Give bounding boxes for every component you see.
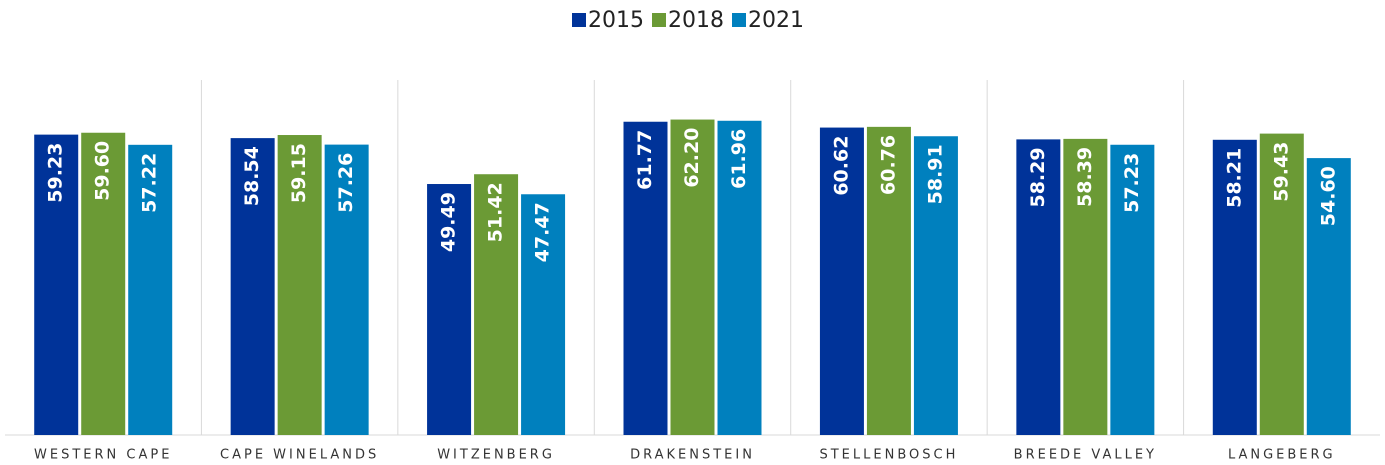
bar bbox=[474, 174, 519, 435]
value-label: 57.23 bbox=[1121, 153, 1143, 213]
value-label: 60.62 bbox=[830, 136, 852, 196]
bar bbox=[277, 135, 322, 435]
bar bbox=[819, 127, 864, 435]
legend-swatch bbox=[652, 13, 666, 27]
bar bbox=[128, 144, 173, 435]
bar bbox=[1212, 139, 1257, 435]
legend-swatch bbox=[572, 13, 586, 27]
value-label: 59.60 bbox=[92, 141, 114, 201]
value-label: 62.20 bbox=[681, 128, 703, 188]
value-label: 60.76 bbox=[877, 135, 899, 195]
value-label: 61.77 bbox=[634, 130, 656, 190]
legend-label: 2015 bbox=[588, 8, 644, 33]
bar bbox=[1016, 139, 1061, 436]
value-label: 58.54 bbox=[241, 146, 263, 206]
x-tick-label: STELLENBOSCH bbox=[819, 448, 958, 463]
bar bbox=[521, 194, 566, 435]
value-label: 61.96 bbox=[728, 129, 750, 189]
x-tick-label: LANGEBERG bbox=[1228, 448, 1336, 463]
bar bbox=[1110, 144, 1155, 435]
value-label: 58.21 bbox=[1223, 148, 1245, 208]
bar bbox=[717, 120, 762, 435]
x-tick-label: WESTERN CAPE bbox=[34, 448, 172, 463]
bar bbox=[81, 132, 126, 435]
value-label: 59.15 bbox=[288, 143, 310, 203]
value-label: 58.29 bbox=[1027, 147, 1049, 207]
bar bbox=[1259, 133, 1304, 436]
value-label: 59.23 bbox=[45, 143, 67, 203]
x-tick-label: WITZENBERG bbox=[437, 448, 555, 463]
bar bbox=[670, 119, 715, 436]
value-label: 58.91 bbox=[924, 144, 946, 204]
value-label: 49.49 bbox=[438, 192, 460, 252]
bar bbox=[866, 126, 911, 436]
x-tick-label: DRAKENSTEIN bbox=[630, 448, 755, 463]
bar bbox=[623, 121, 668, 435]
bar bbox=[913, 136, 958, 436]
bar bbox=[1306, 158, 1351, 435]
x-tick-label: BREEDE VALLEY bbox=[1014, 448, 1157, 463]
bar bbox=[1063, 138, 1108, 436]
value-label: 58.39 bbox=[1074, 147, 1096, 207]
x-tick-label: CAPE WINELANDS bbox=[220, 448, 379, 463]
bar bbox=[34, 134, 79, 435]
bar bbox=[324, 144, 369, 436]
bar bbox=[230, 138, 275, 435]
legend-swatch bbox=[732, 13, 746, 27]
legend-label: 2018 bbox=[668, 8, 724, 33]
value-label: 57.22 bbox=[139, 153, 161, 213]
value-label: 47.47 bbox=[532, 202, 554, 262]
value-label: 59.43 bbox=[1270, 142, 1292, 202]
bar bbox=[427, 184, 472, 435]
value-label: 51.42 bbox=[485, 182, 507, 242]
value-label: 57.26 bbox=[335, 153, 357, 213]
legend-label: 2021 bbox=[748, 8, 804, 33]
value-label: 54.60 bbox=[1317, 166, 1339, 226]
